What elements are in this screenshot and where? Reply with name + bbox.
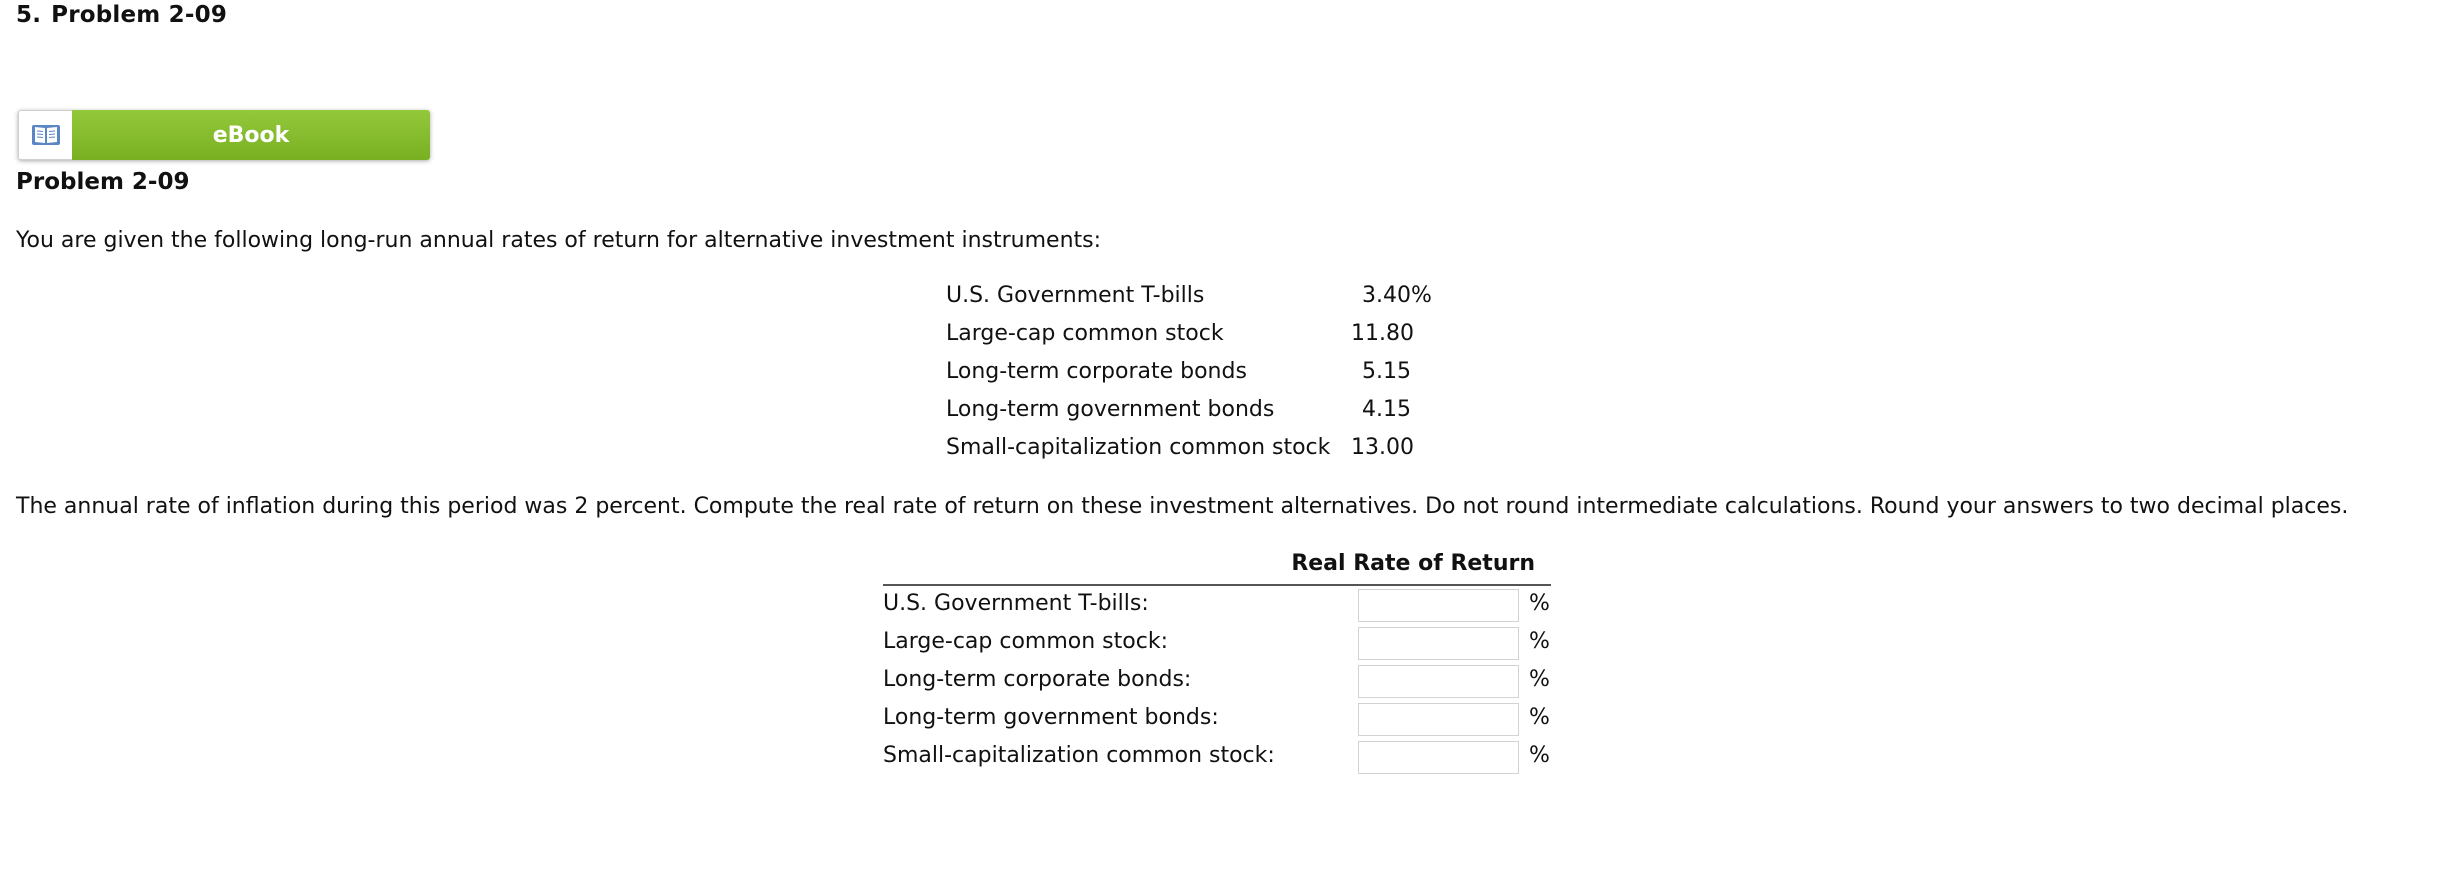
answer-label: Large-cap common stock: (883, 629, 1168, 654)
rate-name: Small-capitalization common stock (946, 435, 1331, 460)
question-header: 5. Problem 2-09 (16, 2, 227, 28)
answer-row: Small-capitalization common stock: % (883, 738, 1551, 776)
corporate-bonds-real-return-input[interactable] (1358, 665, 1519, 698)
small-cap-real-return-input[interactable] (1358, 741, 1519, 774)
rate-name: U.S. Government T-bills (946, 283, 1205, 308)
rate-unit: % (1411, 283, 1432, 308)
ebook-button[interactable]: eBook (18, 110, 430, 160)
rate-value: 3.40% (1362, 283, 1432, 308)
large-cap-real-return-input[interactable] (1358, 627, 1519, 660)
tbills-real-return-input[interactable] (1358, 589, 1519, 622)
question-number: 5. (16, 2, 42, 28)
answer-table: Real Rate of Return U.S. Government T-bi… (883, 551, 1551, 776)
answer-label: Long-term government bonds: (883, 705, 1219, 730)
answer-label: U.S. Government T-bills: (883, 591, 1149, 616)
answer-column-header: Real Rate of Return (883, 551, 1551, 586)
rate-row: Long-term government bonds 4.15 (946, 397, 1506, 435)
rate-row: U.S. Government T-bills 3.40% (946, 283, 1506, 321)
percent-unit: % (1529, 629, 1550, 654)
rate-name: Long-term government bonds (946, 397, 1275, 422)
rate-row: Long-term corporate bonds 5.15 (946, 359, 1506, 397)
rate-value: 11.80 (1351, 321, 1414, 346)
rate-value: 5.15 (1362, 359, 1411, 384)
answer-row: Long-term government bonds: % (883, 700, 1551, 738)
question-title: Problem 2-09 (51, 2, 228, 28)
rate-row: Small-capitalization common stock 13.00 (946, 435, 1506, 473)
percent-unit: % (1529, 591, 1550, 616)
problem-title: Problem 2-09 (16, 169, 190, 195)
answer-row: U.S. Government T-bills: % (883, 586, 1551, 624)
percent-unit: % (1529, 667, 1550, 692)
government-bonds-real-return-input[interactable] (1358, 703, 1519, 736)
rate-value: 4.15 (1362, 397, 1411, 422)
answer-label: Long-term corporate bonds: (883, 667, 1192, 692)
column-header-label: Real Rate of Return (1291, 551, 1535, 576)
rates-table: U.S. Government T-bills 3.40% Large-cap … (946, 283, 1506, 473)
answer-label: Small-capitalization common stock: (883, 743, 1275, 768)
book-icon (18, 110, 72, 160)
rate-name: Long-term corporate bonds (946, 359, 1247, 384)
percent-unit: % (1529, 705, 1550, 730)
percent-unit: % (1529, 743, 1550, 768)
rate-row: Large-cap common stock 11.80 (946, 321, 1506, 359)
answer-row: Long-term corporate bonds: % (883, 662, 1551, 700)
inflation-instructions: The annual rate of inflation during this… (16, 494, 2349, 519)
rate-value: 13.00 (1351, 435, 1414, 460)
answer-row: Large-cap common stock: % (883, 624, 1551, 662)
rate-name: Large-cap common stock (946, 321, 1224, 346)
ebook-label: eBook (72, 110, 430, 160)
problem-intro: You are given the following long-run ann… (16, 228, 1102, 253)
